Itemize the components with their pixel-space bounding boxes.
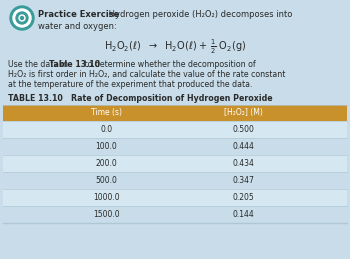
Text: 0.0: 0.0: [100, 125, 112, 134]
Text: 100.0: 100.0: [95, 142, 117, 151]
Text: 200.0: 200.0: [95, 159, 117, 168]
Bar: [3, 105, 347, 121]
Text: Time (s): Time (s): [91, 109, 122, 118]
Text: 0.434: 0.434: [233, 159, 255, 168]
Text: water and oxygen:: water and oxygen:: [38, 22, 117, 31]
Bar: [3, 155, 347, 172]
Text: 500.0: 500.0: [95, 176, 117, 185]
Text: 1500.0: 1500.0: [93, 210, 119, 219]
Circle shape: [16, 12, 28, 24]
Text: 0.205: 0.205: [233, 193, 255, 202]
Text: Table 13.10: Table 13.10: [49, 60, 100, 69]
Bar: [3, 206, 347, 223]
Text: Use the data in: Use the data in: [8, 60, 70, 69]
Text: to determine whether the decomposition of: to determine whether the decomposition o…: [82, 60, 256, 69]
Text: H$_2$O$_2$($\ell$)  $\rightarrow$  H$_2$O($\ell$) + $\frac{1}{2}$ O$_2$(g): H$_2$O$_2$($\ell$) $\rightarrow$ H$_2$O(…: [104, 38, 246, 56]
Text: [H₂O₂] (M): [H₂O₂] (M): [224, 109, 263, 118]
Bar: [3, 172, 347, 189]
Text: 1000.0: 1000.0: [93, 193, 119, 202]
Bar: [3, 121, 347, 138]
Text: at the temperature of the experiment that produced the data.: at the temperature of the experiment tha…: [8, 80, 252, 89]
Circle shape: [19, 15, 25, 21]
Text: TABLE 13.10   Rate of Decomposition of Hydrogen Peroxide: TABLE 13.10 Rate of Decomposition of Hyd…: [8, 94, 273, 103]
Bar: [3, 138, 347, 155]
Circle shape: [13, 9, 31, 27]
Text: Hydrogen peroxide (H₂O₂) decomposes into: Hydrogen peroxide (H₂O₂) decomposes into: [106, 10, 292, 19]
Text: 0.500: 0.500: [233, 125, 255, 134]
Text: 0.444: 0.444: [233, 142, 255, 151]
Text: 0.144: 0.144: [233, 210, 255, 219]
Text: 0.347: 0.347: [233, 176, 255, 185]
Bar: [3, 189, 347, 206]
Text: Practice Exercise: Practice Exercise: [38, 10, 119, 19]
Circle shape: [21, 17, 23, 19]
Circle shape: [10, 6, 34, 30]
Text: H₂O₂ is first order in H₂O₂, and calculate the value of the rate constant: H₂O₂ is first order in H₂O₂, and calcula…: [8, 70, 285, 79]
